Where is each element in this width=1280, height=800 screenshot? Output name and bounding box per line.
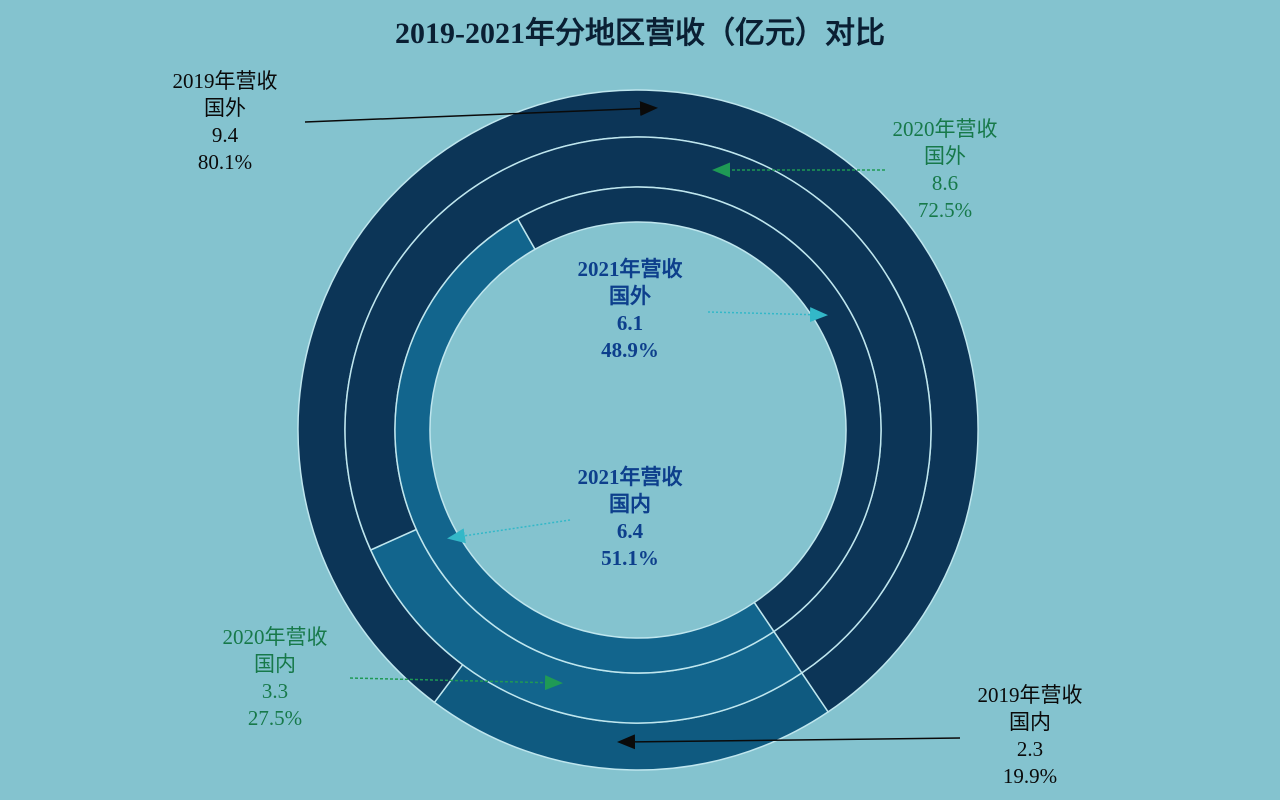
label-category: 国外 <box>204 96 246 120</box>
label-2020-domestic: 2020年营收 国内 3.3 27.5% <box>215 624 335 732</box>
slice-2021-domestic <box>394 217 775 674</box>
leader-2019-domestic-arrow <box>617 734 961 750</box>
label-percent: 27.5% <box>247 706 303 730</box>
label-percent: 19.9% <box>1002 764 1058 788</box>
label-2020-foreign: 2020年营收 国外 8.6 72.5% <box>885 116 1005 224</box>
label-year: 2019年营收 <box>977 683 1083 707</box>
label-value: 3.3 <box>261 679 289 703</box>
label-value: 8.6 <box>931 171 959 195</box>
chart-title: 2019-2021年分地区营收（亿元）对比 <box>395 17 885 50</box>
label-year: 2021年营收 <box>577 257 683 281</box>
leader-2020-domestic-arrow <box>349 675 563 691</box>
slice-2021-foreign <box>516 186 882 633</box>
label-percent: 80.1% <box>197 150 253 174</box>
label-year: 2020年营收 <box>222 625 328 649</box>
label-value: 6.1 <box>616 311 644 335</box>
label-category: 国外 <box>609 284 651 308</box>
label-year: 2020年营收 <box>892 117 998 141</box>
label-category: 国内 <box>254 652 296 676</box>
label-percent: 72.5% <box>917 198 973 222</box>
label-category: 国内 <box>1009 710 1051 734</box>
label-category: 国外 <box>924 144 966 168</box>
label-value: 9.4 <box>211 123 239 147</box>
label-percent: 48.9% <box>601 338 659 362</box>
label-2019-domestic: 2019年营收 国内 2.3 19.9% <box>960 682 1100 790</box>
label-2019-foreign: 2019年营收 国外 9.4 80.1% <box>170 68 280 176</box>
label-category: 国内 <box>609 492 651 516</box>
label-year: 2021年营收 <box>577 465 683 489</box>
label-2021-domestic: 2021年营收 国内 6.4 51.1% <box>565 464 695 572</box>
label-value: 2.3 <box>1016 737 1044 761</box>
label-2021-foreign: 2021年营收 国外 6.1 48.9% <box>565 256 695 364</box>
leader-2019-foreign-arrow <box>304 101 658 123</box>
leader-2021-domestic-arrow <box>447 519 571 544</box>
label-percent: 51.1% <box>601 546 659 570</box>
label-year: 2019年营收 <box>172 69 278 93</box>
label-value: 6.4 <box>616 519 644 543</box>
leader-2021-foreign-arrow <box>707 307 828 323</box>
